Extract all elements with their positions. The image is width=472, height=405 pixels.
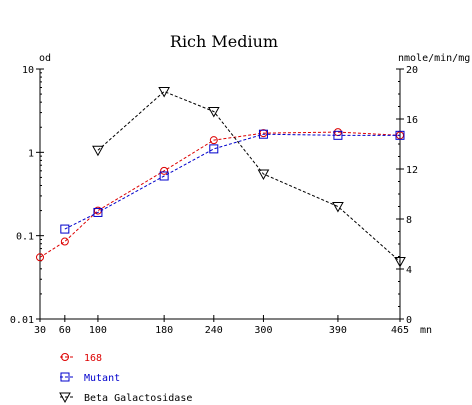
- series-line: [97, 90, 401, 262]
- data-point: [258, 129, 268, 139]
- legend-marker: [60, 372, 70, 382]
- data-point: [159, 171, 169, 181]
- data-point: [209, 136, 218, 145]
- x-tick-label: 100: [89, 325, 107, 336]
- right-axis-label: nmole/min/mg: [398, 53, 470, 64]
- legend-label: Mutant: [84, 373, 120, 384]
- right-tick-label: 0: [406, 315, 412, 326]
- left-tick-label: 1: [28, 148, 34, 159]
- x-tick-label: 180: [155, 325, 173, 336]
- left-tick-label: 10: [22, 65, 34, 76]
- legend-label: Beta Galactosidase: [84, 393, 192, 404]
- right-tick-label: 12: [406, 165, 418, 176]
- data-point: [160, 166, 169, 175]
- left-tick-label: 0.1: [16, 232, 34, 243]
- left-tick-label: 0.01: [10, 315, 34, 326]
- data-point: [395, 130, 405, 140]
- data-point: [60, 224, 70, 234]
- data-point: [394, 257, 406, 268]
- x-axis-label: mn: [420, 325, 432, 336]
- data-point: [36, 253, 44, 262]
- data-point: [92, 145, 104, 157]
- legend-marker: [61, 353, 69, 361]
- data-point: [257, 169, 270, 181]
- data-point: [209, 144, 219, 154]
- chart-title: Rich Medium: [170, 32, 278, 51]
- x-tick-label: 240: [205, 325, 223, 336]
- right-tick-label: 4: [406, 265, 412, 276]
- right-tick-label: 8: [406, 215, 412, 226]
- data-point: [333, 130, 343, 140]
- data-point: [207, 107, 220, 118]
- x-tick-label: 300: [254, 325, 272, 336]
- series-line: [39, 131, 401, 258]
- data-point: [60, 237, 69, 246]
- x-tick-label: 465: [391, 325, 409, 336]
- right-tick-label: 16: [406, 115, 418, 126]
- data-point: [332, 202, 344, 213]
- legend-marker: [59, 392, 71, 404]
- data-point: [158, 87, 170, 98]
- left-axis-label: od: [39, 53, 51, 64]
- x-tick-label: 390: [329, 325, 347, 336]
- plot-area: 10 1 0.1 0.01 20 16 12 8 4 0 30 60 100 180 240 300 390 46…: [10, 65, 432, 336]
- series-line: [64, 133, 400, 230]
- legend-label: 168: [84, 353, 102, 364]
- right-tick-label: 20: [406, 65, 418, 76]
- x-tick-label: 30: [34, 325, 46, 336]
- data-point: [93, 207, 103, 217]
- legend: 168 Mutant Beta Galactosidase: [59, 353, 192, 404]
- x-tick-label: 60: [59, 325, 71, 336]
